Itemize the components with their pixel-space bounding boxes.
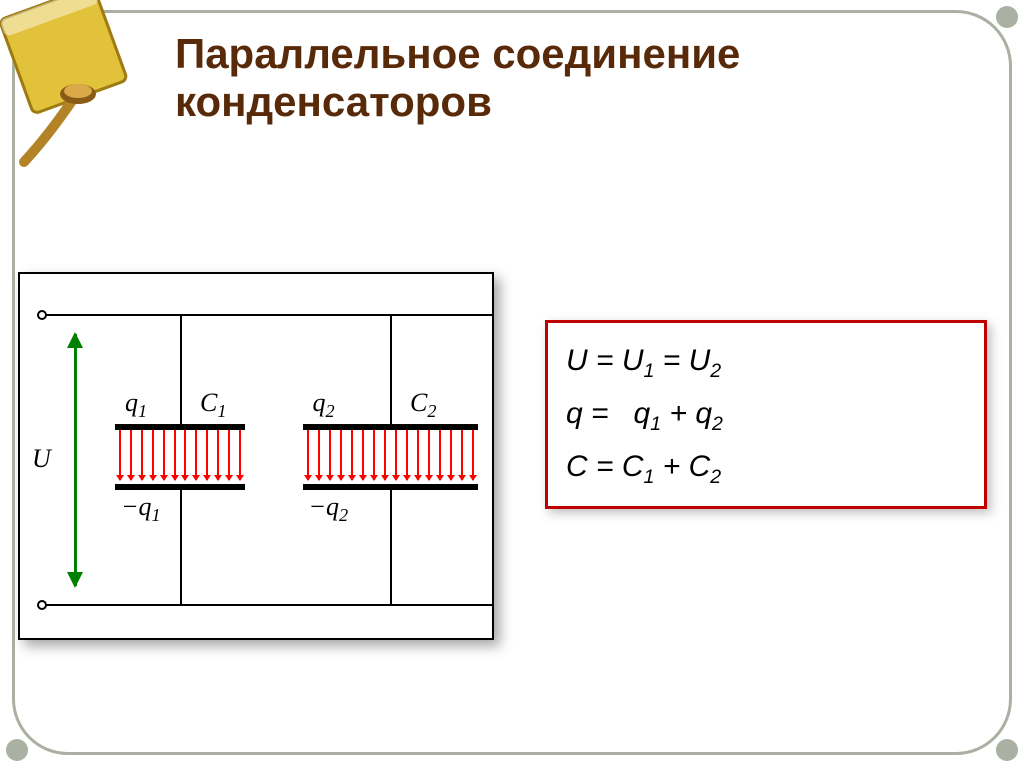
frame-corner-tr (996, 6, 1018, 28)
label-C2: C2 (410, 388, 436, 422)
wire-branch2-bot (390, 490, 392, 604)
wire-branch1-bot (180, 490, 182, 604)
label-U: U (32, 444, 51, 474)
cap2-plate-bot (303, 484, 478, 490)
wire-branch2-top (390, 314, 392, 424)
label-q1: q1 (125, 388, 147, 422)
label-minus-q1: −q1 (121, 492, 161, 526)
slide-title: Параллельное соединение конденсаторов (175, 30, 964, 127)
wire-branch1-top (180, 314, 182, 424)
eq-line-3: C = C1 + C2 (566, 441, 966, 494)
cap1-field-lines (119, 430, 241, 480)
eq-line-2: q = q1 + q2 (566, 388, 966, 441)
eq-line-1: U = U1 = U2 (566, 335, 966, 388)
voltage-arrow (74, 334, 77, 586)
equations-box: U = U1 = U2 q = q1 + q2 C = C1 + C2 (545, 320, 987, 509)
slide: Параллельное соединение конденсаторов U (0, 0, 1024, 767)
cap2-field-lines (307, 430, 474, 480)
arrow-head-up-icon (67, 332, 83, 348)
cap1-plate-bot (115, 484, 245, 490)
label-C1: C1 (200, 388, 226, 422)
wire-bottom (46, 604, 492, 606)
pin-graphic-icon (0, 0, 160, 174)
label-minus-q2: −q2 (309, 492, 349, 526)
circuit-diagram: U q1 C1 q2 C2 −q1 −q2 (18, 272, 494, 640)
frame-corner-br (996, 739, 1018, 761)
label-q2: q2 (313, 388, 335, 422)
frame-corner-bl (6, 739, 28, 761)
arrow-head-down-icon (67, 572, 83, 588)
wire-top (46, 314, 492, 316)
